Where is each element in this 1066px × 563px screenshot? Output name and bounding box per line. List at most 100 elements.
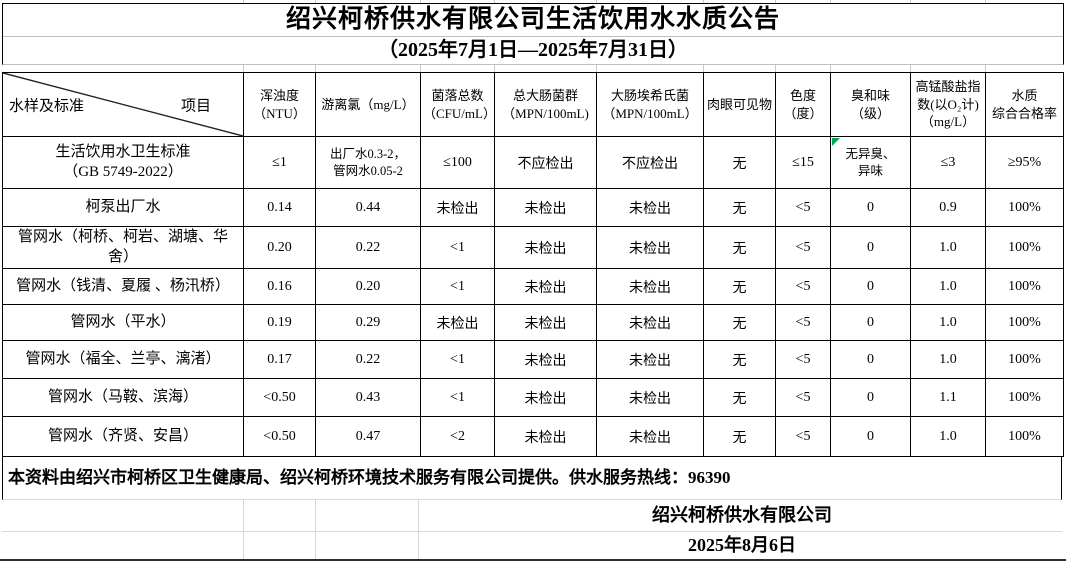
gridline-tick [703,65,704,72]
gridline-tick [596,65,597,72]
value-cell: 未检出 [596,188,704,227]
value-cell: 未检出 [494,378,597,417]
gridline [315,500,316,559]
value-cell: 100% [985,416,1064,457]
row-name-cell: 柯泵出厂水 [2,188,244,227]
value-cell: 未检出 [494,304,597,341]
value-cell: 0 [830,188,911,227]
value-cell: 0.29 [315,304,421,341]
value-cell: 0.17 [243,340,316,379]
value-cell: 1.0 [910,304,986,341]
gridline-tick [775,65,776,72]
value-cell: 0 [830,226,911,269]
value-cell: 无 [703,136,776,189]
value-cell: 未检出 [596,304,704,341]
table-row: 管网水（福全、兰亭、漓渚） 0.17 0.22 <1 未检出 未检出无 <5 0 1.0 100% [2,340,1064,379]
value-cell: <5 [775,268,831,305]
value-cell: 0.22 [315,340,421,379]
value-cell: 1.0 [910,226,986,269]
value-cell: 无 [703,268,776,305]
gridline-tick [243,65,244,72]
value-cell: ≥95% [985,136,1064,189]
table-row: 管网水（钱清、夏履 、杨汛桥） 0.16 0.20 <1 未检出 未检出无 <5 0 1.0 10… [2,268,1064,305]
value-cell: 0.9 [910,188,986,227]
corner-label-item: 项目 [180,98,211,114]
column-header: 水质 综合合格率 [985,72,1064,137]
gridline-tick [985,0,986,3]
column-header: 色度 （度） [775,72,831,137]
value-cell: 未检出 [596,340,704,379]
row-name-cell: 管网水（平水） [2,304,244,341]
gridline-tick [910,65,911,72]
value-cell: 无异臭、 异味 [830,136,911,189]
value-cell: 100% [985,268,1064,305]
page-title: 绍兴柯桥供水有限公司生活饮用水水质公告 [3,4,1063,37]
value-cell: 未检出 [494,268,597,305]
value-cell: 未检出 [596,226,704,269]
value-cell: <1 [420,378,495,417]
gridline [2,531,1062,532]
value-cell: <1 [420,268,495,305]
value-cell: 无 [703,378,776,417]
value-cell: <1 [420,226,495,269]
gridline-tick [494,65,495,72]
value-cell: 未检出 [494,340,597,379]
title-block: 绍兴柯桥供水有限公司生活饮用水水质公告 （2025年7月1日—2025年7月31… [2,3,1064,65]
table-row: 管网水（齐贤、安昌） <0.50 0.47 <2 未检出 未检出无 <5 0 1.0 100% [2,416,1064,457]
gridline [243,500,244,559]
value-cell: <1 [420,340,495,379]
value-cell: 0 [830,378,911,417]
table-row: 管网水（马鞍、滨海） <0.50 0.43 <1 未检出 未检出无 <5 0 1.1 100% [2,378,1064,417]
value-cell: 无 [703,226,776,269]
table-row: 生活饮用水卫生标准 （GB 5749-2022） ≤1 出厂水0.3-2， 管网水0… [2,136,1064,189]
value-cell: 未检出 [596,416,704,457]
table-row: 柯泵出厂水 0.14 0.44 未检出 未检出 未检出无 <5 0 0.9 100% [2,188,1064,227]
value-cell: 0 [830,304,911,341]
gridline-tick [703,0,704,3]
value-cell: 100% [985,304,1064,341]
column-header: 总大肠菌群 （MPN/100mL) [494,72,597,137]
value-cell: 1.0 [910,416,986,457]
value-cell: 0.22 [315,226,421,269]
gridline-tick [910,0,911,3]
value-cell: <5 [775,416,831,457]
value-cell: <2 [420,416,495,457]
value-cell: ≤3 [910,136,986,189]
gridline-tick [315,0,316,3]
value-cell: 0.20 [243,226,316,269]
value-cell: 1.0 [910,268,986,305]
value-cell: 0.16 [243,268,316,305]
value-cell: <5 [775,340,831,379]
value-cell: 未检出 [494,416,597,457]
table-row: 管网水（平水） 0.19 0.29 未检出 未检出 未检出无 <5 0 1.0 100% [2,304,1064,341]
value-cell: <5 [775,188,831,227]
value-cell: 未检出 [420,188,495,227]
value-cell: <5 [775,226,831,269]
column-header: 大肠埃希氏菌 （MPN/100mL） [596,72,704,137]
value-cell: ≤15 [775,136,831,189]
footer-note: 本资料由绍兴市柯桥区卫生健康局、绍兴柯桥环境技术服务有限公司提供。供水服务热线：… [2,456,1062,500]
gridline-tick [420,65,421,72]
value-cell: 100% [985,226,1064,269]
value-cell: 0.14 [243,188,316,227]
corner-header-cell: 项目 水样及标准 [2,72,244,137]
gridline [418,500,419,559]
value-cell: 0.47 [315,416,421,457]
value-cell: 未检出 [420,304,495,341]
gridline-tick [596,0,597,3]
value-cell: 不应检出 [494,136,597,189]
value-cell: 0 [830,340,911,379]
value-cell: 0 [830,416,911,457]
green-triangle-icon [832,138,840,146]
value-cell: 无 [703,416,776,457]
row-name-cell: 管网水（钱清、夏履 、杨汛桥） [2,268,244,305]
value-cell: ≤1 [243,136,316,189]
gridline-tick [315,65,316,72]
gridline-tick [494,0,495,3]
gridline-tick [420,0,421,3]
value-cell: 100% [985,378,1064,417]
gridline-tick [830,0,831,3]
value-cell: 100% [985,340,1064,379]
row-name-cell: 管网水（柯桥、柯岩、湖塘、华 舍） [2,226,244,269]
